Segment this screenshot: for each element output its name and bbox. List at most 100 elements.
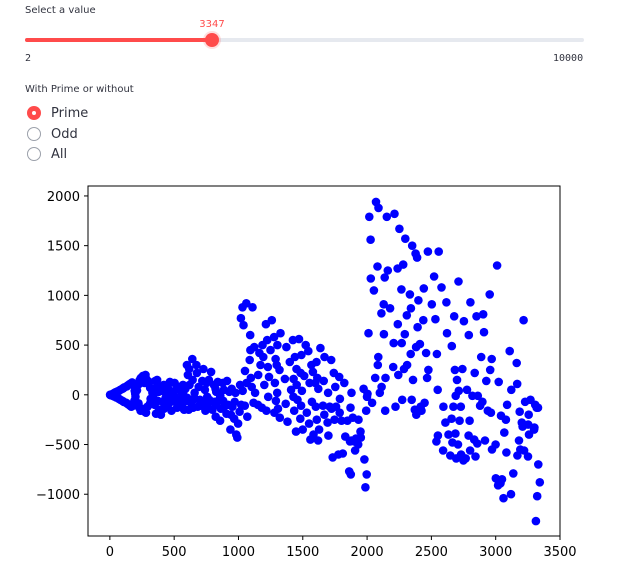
radio-option-odd[interactable]: Odd	[27, 125, 78, 143]
scatter-point	[391, 402, 400, 412]
scatter-point	[369, 286, 379, 295]
scatter-point	[429, 272, 439, 281]
scatter-point	[395, 224, 404, 234]
scatter-point	[312, 415, 322, 425]
scatter-point	[433, 385, 443, 395]
slider-current-value: 3347	[199, 19, 225, 30]
scatter-point	[431, 314, 440, 324]
scatter-point	[422, 373, 432, 383]
scatter-point	[263, 362, 273, 372]
scatter-point	[476, 352, 486, 362]
scatter-point	[259, 352, 268, 362]
scatter-point	[505, 346, 514, 356]
scatter-point	[215, 416, 225, 426]
slider-label: Select a value	[25, 5, 96, 16]
radio-button-icon[interactable]	[27, 106, 41, 120]
scatter-point	[331, 382, 340, 392]
scatter-point	[451, 429, 460, 438]
scatter-point	[271, 396, 281, 406]
radio-button-icon[interactable]	[27, 127, 41, 141]
scatter-point	[379, 300, 389, 309]
scatter-point	[273, 404, 283, 414]
scatter-point	[308, 367, 318, 377]
scatter-point	[364, 328, 373, 338]
scatter-point	[362, 470, 372, 479]
scatter-point	[267, 315, 277, 325]
scatter-point	[514, 436, 524, 445]
scatter-point	[374, 352, 383, 362]
scatter-point	[388, 362, 398, 372]
scatter-point	[417, 406, 426, 416]
scatter-point	[131, 392, 140, 402]
scatter-point	[291, 427, 301, 436]
scatter-point	[419, 284, 429, 293]
scatter-point	[230, 397, 239, 407]
radio-option-all[interactable]: All	[27, 145, 67, 163]
scatter-point	[373, 262, 382, 271]
scatter-point	[296, 414, 305, 424]
scatter-point	[533, 403, 543, 413]
scatter-point	[367, 398, 377, 408]
scatter-point	[335, 408, 345, 418]
scatter-point	[492, 261, 502, 270]
scatter-point	[330, 415, 339, 425]
slider-thumb[interactable]	[205, 33, 220, 47]
scatter-point	[370, 373, 380, 383]
scatter-point	[472, 312, 481, 321]
scatter-point	[407, 395, 417, 405]
radio-option-prime[interactable]: Prime	[27, 104, 88, 122]
scatter-point	[501, 415, 511, 425]
scatter-point	[243, 412, 252, 422]
scatter-point	[420, 398, 429, 408]
scatter-point	[400, 329, 410, 339]
scatter-point	[324, 431, 333, 440]
scatter-point	[471, 452, 480, 461]
scatter-point	[455, 416, 464, 426]
scatter-point	[465, 416, 474, 426]
chart-axes: 0 500 1000 1500 2000 2500 3000 3500 −1000 −500 0 50…	[36, 190, 577, 560]
scatter-point	[383, 266, 393, 275]
scatter-point	[530, 423, 539, 432]
scatter-point	[266, 345, 275, 355]
scatter-point	[407, 241, 417, 250]
y-tick-label: 1000	[47, 289, 80, 304]
scatter-point	[273, 340, 282, 350]
scatter-point	[299, 371, 309, 381]
scatter-point	[294, 334, 304, 344]
scatter-point	[452, 375, 462, 385]
scatter-point	[314, 384, 323, 394]
scatter-point	[450, 365, 460, 375]
scatter-point	[245, 330, 255, 340]
scatter-point	[337, 416, 346, 426]
slider-track[interactable]	[25, 38, 584, 42]
scatter-point	[447, 341, 457, 351]
scatter-point	[413, 322, 422, 332]
scatter-point	[491, 440, 500, 449]
y-tick-label: −500	[44, 439, 80, 454]
scatter-point	[532, 491, 542, 501]
radio-button-icon[interactable]	[27, 147, 41, 161]
scatter-point	[290, 352, 300, 362]
scatter-point	[239, 320, 248, 330]
scatter-point	[414, 296, 423, 305]
scatter-point	[506, 489, 516, 499]
scatter-point	[188, 375, 197, 385]
y-tick-label: 2000	[47, 190, 80, 205]
scatter-point	[406, 349, 416, 359]
x-tick-label: 0	[106, 545, 114, 560]
scatter-point	[377, 382, 386, 392]
scatter-point	[312, 357, 321, 367]
y-tick-label: 1500	[47, 240, 80, 255]
scatter-point	[456, 402, 466, 412]
scatter-point	[363, 389, 372, 399]
x-tick-label: 3000	[479, 545, 512, 560]
scatter-point	[405, 290, 415, 299]
scatter-point	[389, 338, 399, 348]
scatter-point	[335, 394, 345, 404]
scatter-point	[454, 277, 463, 286]
scatter-points	[105, 197, 545, 526]
scatter-point	[401, 234, 410, 243]
scatter-point	[320, 410, 329, 420]
scatter-point	[459, 316, 469, 326]
